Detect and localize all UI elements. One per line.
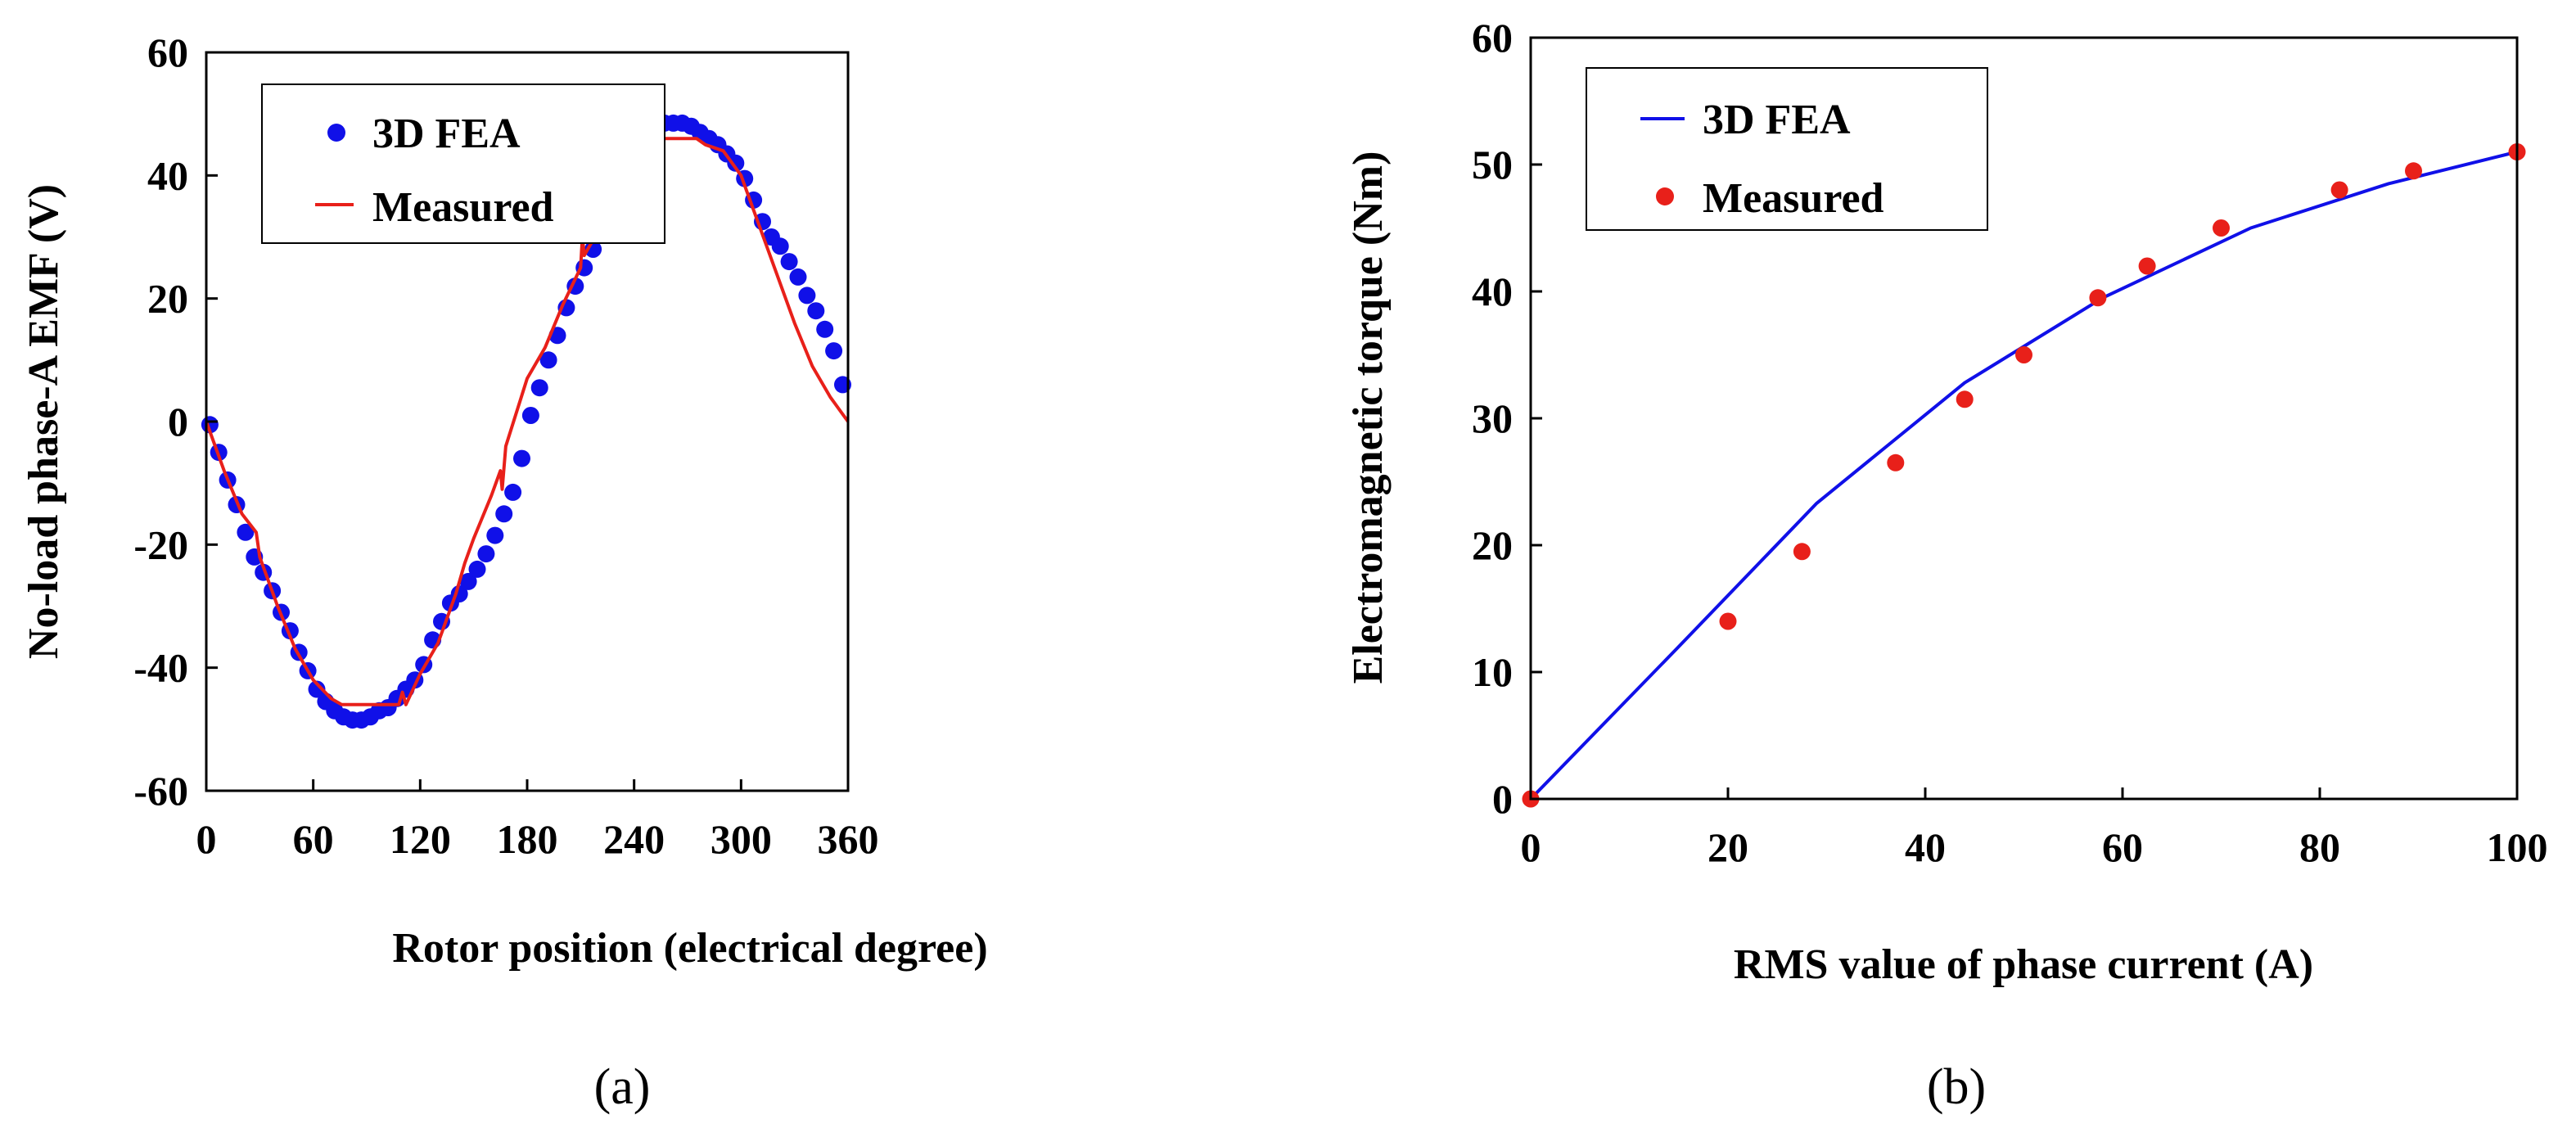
chart-a-panel-label: (a) xyxy=(594,1059,651,1115)
chart-a-y-tick-label: 20 xyxy=(147,276,188,322)
chart-b-series-2-point xyxy=(2089,289,2107,307)
chart-a-series-1-point xyxy=(798,287,816,305)
chart-a-series-1-point xyxy=(468,560,486,578)
chart-b-legend-fea-label: 3D FEA xyxy=(1703,97,1851,143)
chart-b-y-tick-label: 40 xyxy=(1472,268,1513,314)
chart-a-series-1-point xyxy=(477,545,495,563)
chart-b-legend-measured-label: Measured xyxy=(1703,175,1884,222)
chart-a-legend-fea-label: 3D FEA xyxy=(372,111,521,157)
chart-a-x-tick-label: 360 xyxy=(818,816,879,862)
chart-b-series-2-point xyxy=(2213,219,2230,237)
chart-a-y-tick-label: 0 xyxy=(168,399,188,444)
chart-b-legend-box xyxy=(1586,67,1988,231)
chart-a-series-1-point xyxy=(530,379,548,397)
chart-b-x-tick-label: 80 xyxy=(2299,824,2340,870)
chart-b-series-2-point xyxy=(1887,453,1905,471)
chart-a-x-tick-label: 0 xyxy=(196,816,217,862)
chart-a-y-axis-title: No-load phase-A EMF (V) xyxy=(20,184,67,659)
chart-a-legend: 3D FEA Measured xyxy=(261,83,665,244)
chart-a-series-1-point xyxy=(771,237,789,255)
chart-b-x-tick-label: 0 xyxy=(1521,824,1541,870)
chart-a-series-1-point xyxy=(308,680,326,698)
chart-a-series-1-point xyxy=(807,302,825,320)
chart-b-panel-label: (b) xyxy=(1927,1059,1986,1115)
chart-a-series-1-point xyxy=(789,268,807,286)
chart-b-y-tick-label: 20 xyxy=(1472,522,1513,568)
chart-b-y-tick-label: 30 xyxy=(1472,395,1513,441)
chart-b-series-2-point xyxy=(2138,257,2156,275)
chart-b-marks xyxy=(1522,143,2526,808)
chart-b-series-2-point xyxy=(1956,390,1974,408)
chart-a-series-1-point xyxy=(504,483,522,501)
chart-a-series-1-point xyxy=(513,449,530,467)
chart-a-series-1-point xyxy=(825,342,843,360)
chart-b: 0 20 40 60 80 100 0 10 20 30 40 50 60 RMS value of p… xyxy=(1345,15,2548,1115)
chart-b-x-tick-label: 20 xyxy=(1708,824,1748,870)
chart-b-series-1-line xyxy=(1529,150,2518,801)
chart-b-x-tick-label: 60 xyxy=(2102,824,2143,870)
chart-a-y-tick-label: -40 xyxy=(133,645,188,691)
chart-a-ticks: 0 60 120 180 240 300 360 -60 -40 -20 0 20 40 60 xyxy=(133,29,878,862)
chart-a-x-axis-title: Rotor position (electrical degree) xyxy=(392,925,987,972)
chart-a-series-1-point xyxy=(816,320,834,338)
chart-a-series-1-point xyxy=(486,526,504,544)
chart-a-x-tick-label: 240 xyxy=(603,816,665,862)
chart-b-x-axis-title: RMS value of phase current (A) xyxy=(1734,941,2313,988)
chart-a-series-1-point xyxy=(495,505,513,523)
chart-b-y-axis-title: Electromagnetic torque (Nm) xyxy=(1345,151,1392,684)
chart-b-x-tick-label: 100 xyxy=(2487,824,2548,870)
chart-b-y-tick-label: 0 xyxy=(1492,776,1513,822)
chart-b-legend-measured-marker xyxy=(1656,187,1674,205)
chart-a-x-tick-label: 300 xyxy=(711,816,772,862)
chart-b-ticks: 0 20 40 60 80 100 0 10 20 30 40 50 60 xyxy=(1472,15,2548,870)
chart-b-legend: 3D FEA Measured xyxy=(1586,67,1988,231)
chart-a-legend-box xyxy=(261,83,665,244)
chart-b-series-2-point xyxy=(1793,543,1811,561)
chart-a-legend-measured-label: Measured xyxy=(372,184,554,231)
chart-a-series-1-point xyxy=(459,572,477,590)
chart-a-y-tick-label: -60 xyxy=(133,768,188,814)
chart-b-series-2-point xyxy=(1719,612,1737,630)
chart-b-y-tick-label: 10 xyxy=(1472,649,1513,695)
chart-a-series-1-point xyxy=(539,351,557,369)
chart-a-x-tick-label: 120 xyxy=(390,816,451,862)
chart-a-y-tick-label: 60 xyxy=(147,29,188,75)
chart-a-series-1-point xyxy=(727,154,745,172)
chart-b-series-2-point xyxy=(2330,181,2348,199)
chart-a-x-tick-label: 180 xyxy=(497,816,558,862)
chart-a-x-tick-label: 60 xyxy=(293,816,334,862)
chart-b-x-tick-label: 40 xyxy=(1905,824,1946,870)
chart-a-series-1-point xyxy=(521,407,539,424)
chart-b-series-2-point xyxy=(2015,346,2032,363)
chart-a-series-1-point xyxy=(780,253,798,271)
chart-b-y-tick-label: 60 xyxy=(1472,15,1513,61)
chart-a-y-tick-label: -20 xyxy=(133,521,188,567)
chart-a-series-1-point xyxy=(237,523,255,541)
chart-a: 0 60 120 180 240 300 360 -60 -40 -20 0 20 40 60 Rotor… xyxy=(20,29,988,1115)
chart-a-series-2-line xyxy=(205,137,850,706)
chart-b-y-tick-label: 50 xyxy=(1472,142,1513,187)
chart-a-legend-fea-marker xyxy=(327,124,345,142)
chart-b-series-2-point xyxy=(2405,162,2422,180)
chart-a-y-tick-label: 40 xyxy=(147,152,188,198)
